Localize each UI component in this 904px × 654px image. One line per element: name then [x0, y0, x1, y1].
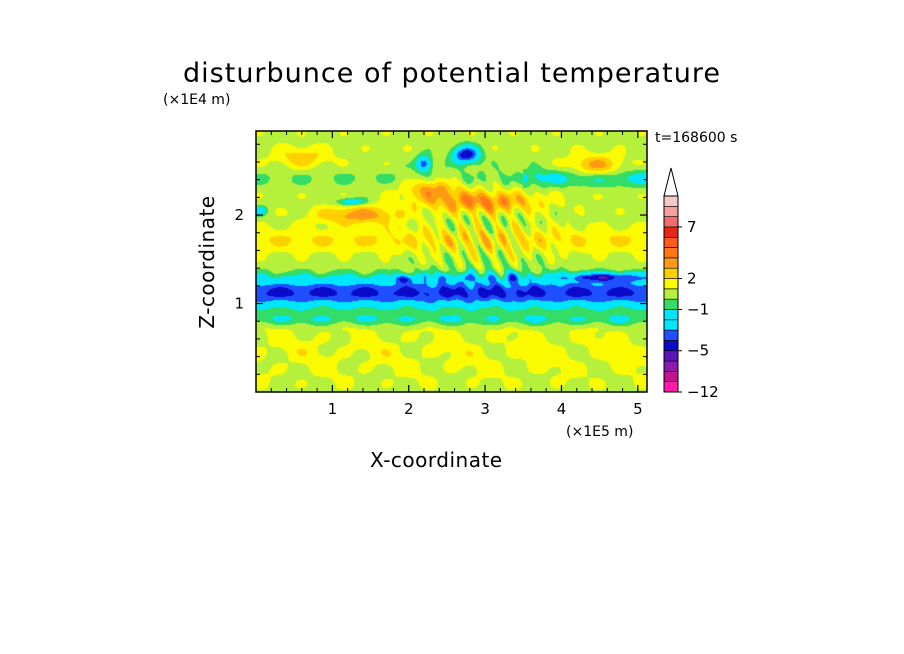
colorbar-segment	[663, 195, 679, 207]
colorbar-frame	[663, 195, 679, 393]
colorbar-tick-label: −12	[687, 383, 719, 401]
contour-field	[256, 131, 647, 392]
x-axis-multiplier: (×1E5 m)	[566, 424, 634, 440]
colorbar-extend-arrow	[663, 167, 679, 197]
x-tick-label: 5	[633, 400, 643, 418]
x-axis-label: X-coordinate	[370, 448, 503, 472]
colorbar-segment	[663, 206, 679, 217]
x-tick-label: 3	[480, 400, 490, 418]
colorbar-segment	[663, 257, 679, 269]
colorbar-segment	[663, 247, 679, 259]
colorbar-segment	[663, 350, 679, 362]
colorbar-segment	[663, 329, 679, 341]
axes: 1 2 3 4 5 1 2	[234, 130, 648, 418]
x-tick-label: 2	[404, 400, 414, 418]
colorbar-segment	[663, 288, 679, 300]
y-tick-label: 2	[234, 206, 244, 224]
colorbar-segment	[663, 381, 679, 393]
time-label: t=168600 s	[655, 130, 738, 146]
colorbar-segment	[663, 226, 679, 238]
colorbar-tick-label: −1	[687, 300, 709, 318]
plot-frame	[255, 130, 648, 393]
colorbar-tick-label: 2	[687, 270, 697, 288]
colorbar-segment	[663, 216, 679, 228]
x-tick-label: 4	[557, 400, 567, 418]
colorbar-segment	[663, 371, 679, 382]
x-tick-label: 1	[328, 400, 338, 418]
colorbar-tick-label: −5	[687, 342, 709, 360]
colorbar-segment	[663, 340, 679, 352]
colorbar-tick-label: 7	[687, 218, 697, 236]
colorbar: −12−5−127	[663, 167, 719, 401]
colorbar-segment	[663, 267, 679, 279]
colorbar-segment	[663, 309, 679, 321]
colorbar-segment	[663, 236, 679, 248]
y-tick-label: 1	[234, 295, 244, 313]
y-axis-multiplier: (×1E4 m)	[163, 92, 231, 108]
colorbar-segment	[663, 360, 679, 372]
chart-title: disturbunce of potential temperature	[183, 58, 721, 89]
colorbar-segment	[663, 298, 679, 310]
colorbar-segment	[663, 319, 679, 331]
colorbar-segment	[663, 278, 679, 290]
